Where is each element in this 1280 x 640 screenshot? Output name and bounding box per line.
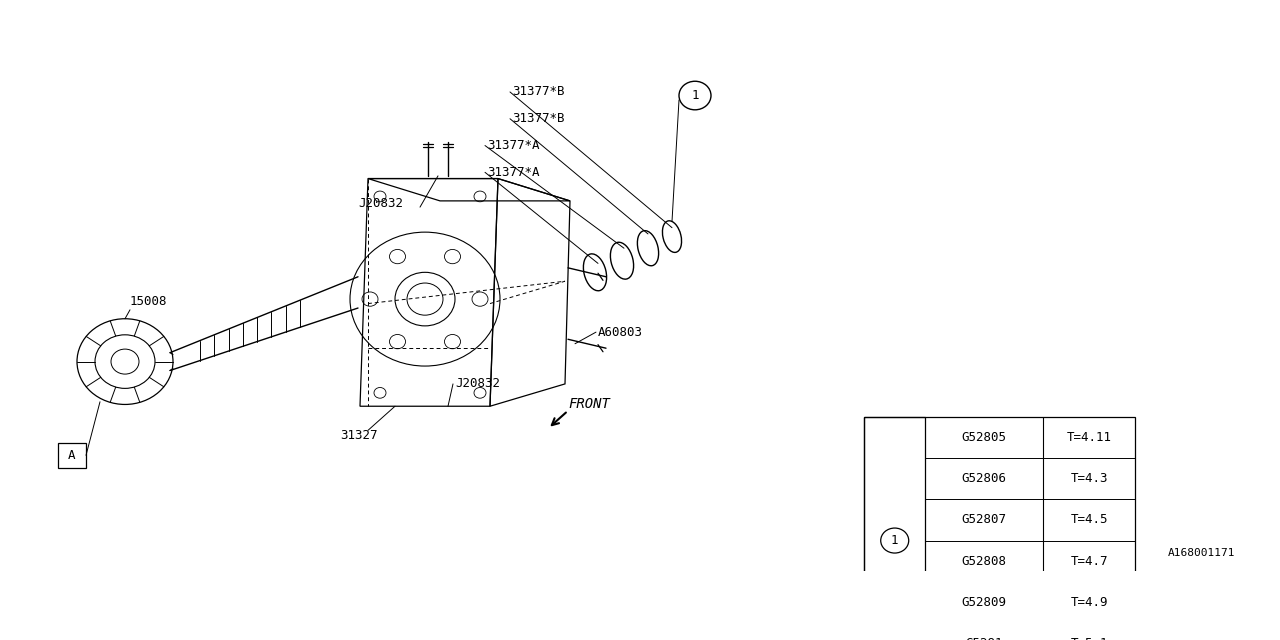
Text: T=4.9: T=4.9 [1070, 596, 1108, 609]
Text: A: A [68, 449, 76, 462]
Text: 31377*B: 31377*B [512, 112, 564, 125]
Text: 31327: 31327 [340, 429, 378, 442]
Text: A60803: A60803 [598, 326, 643, 339]
Bar [58, 443, 86, 468]
Text: 31377*A: 31377*A [486, 139, 539, 152]
Text: J20832: J20832 [454, 378, 500, 390]
Text: G52807: G52807 [961, 513, 1007, 527]
Text: 1: 1 [891, 534, 899, 547]
Text: G52805: G52805 [961, 431, 1007, 444]
Text: T=4.7: T=4.7 [1070, 555, 1108, 568]
Text: J20832: J20832 [358, 197, 403, 210]
Text: 31377*A: 31377*A [486, 166, 539, 179]
Text: T=4.11: T=4.11 [1066, 431, 1112, 444]
Text: T=4.3: T=4.3 [1070, 472, 1108, 485]
Text: G52806: G52806 [961, 472, 1007, 485]
Bar [864, 417, 1135, 640]
Text: 1: 1 [691, 89, 699, 102]
Text: G52808: G52808 [961, 555, 1007, 568]
Text: T=5.1: T=5.1 [1070, 637, 1108, 640]
Text: G5281: G5281 [965, 637, 1004, 640]
Text: 15008: 15008 [131, 295, 168, 308]
Bar [864, 417, 925, 640]
Text: A168001171: A168001171 [1167, 548, 1235, 558]
Text: FRONT: FRONT [568, 397, 609, 410]
Text: G52809: G52809 [961, 596, 1007, 609]
Text: 31377*B: 31377*B [512, 86, 564, 99]
Text: T=4.5: T=4.5 [1070, 513, 1108, 527]
